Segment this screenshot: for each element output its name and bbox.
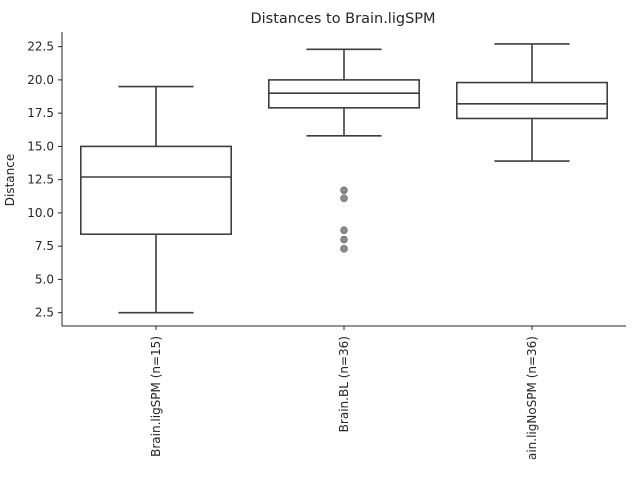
- y-tick-label: 22.5: [27, 40, 54, 54]
- box-group: [267, 48, 420, 253]
- outlier-point: [340, 245, 348, 253]
- x-axis-ticks: Brain.ligSPM (n=15) Brain.BL (n=36) ain.li…: [149, 326, 539, 460]
- outlier-point: [340, 235, 348, 244]
- y-tick-label: 17.5: [27, 106, 54, 120]
- boxes-group: [80, 43, 608, 314]
- outlier-point: [340, 194, 348, 203]
- x-tick-label: Brain.ligSPM (n=15): [149, 336, 163, 457]
- box-group: [80, 85, 232, 314]
- y-axis-label: Distance: [3, 154, 17, 206]
- y-tick-label: 7.5: [35, 239, 54, 253]
- chart-title: Distances to Brain.ligSPM: [250, 11, 435, 27]
- y-tick-label: 15.0: [27, 139, 54, 153]
- box-group: [455, 43, 608, 162]
- y-tick-label: 5.0: [35, 272, 54, 286]
- box-iqr: [455, 81, 608, 120]
- box-iqr: [80, 145, 232, 236]
- outlier-point: [340, 186, 348, 195]
- outlier-point: [340, 226, 348, 235]
- x-tick-label: ain.ligNoSPM (n=36): [525, 336, 539, 460]
- y-tick-label: 2.5: [35, 306, 54, 320]
- y-tick-label: 20.0: [27, 73, 54, 87]
- y-tick-label: 12.5: [27, 173, 54, 187]
- x-tick-label: Brain.BL (n=36): [337, 336, 351, 432]
- y-tick-label: 10.0: [27, 206, 54, 220]
- y-axis-ticks: 2.5 5.0 7.5 10.0 12.5 15.0 17.5 20.0 22.5: [27, 40, 62, 320]
